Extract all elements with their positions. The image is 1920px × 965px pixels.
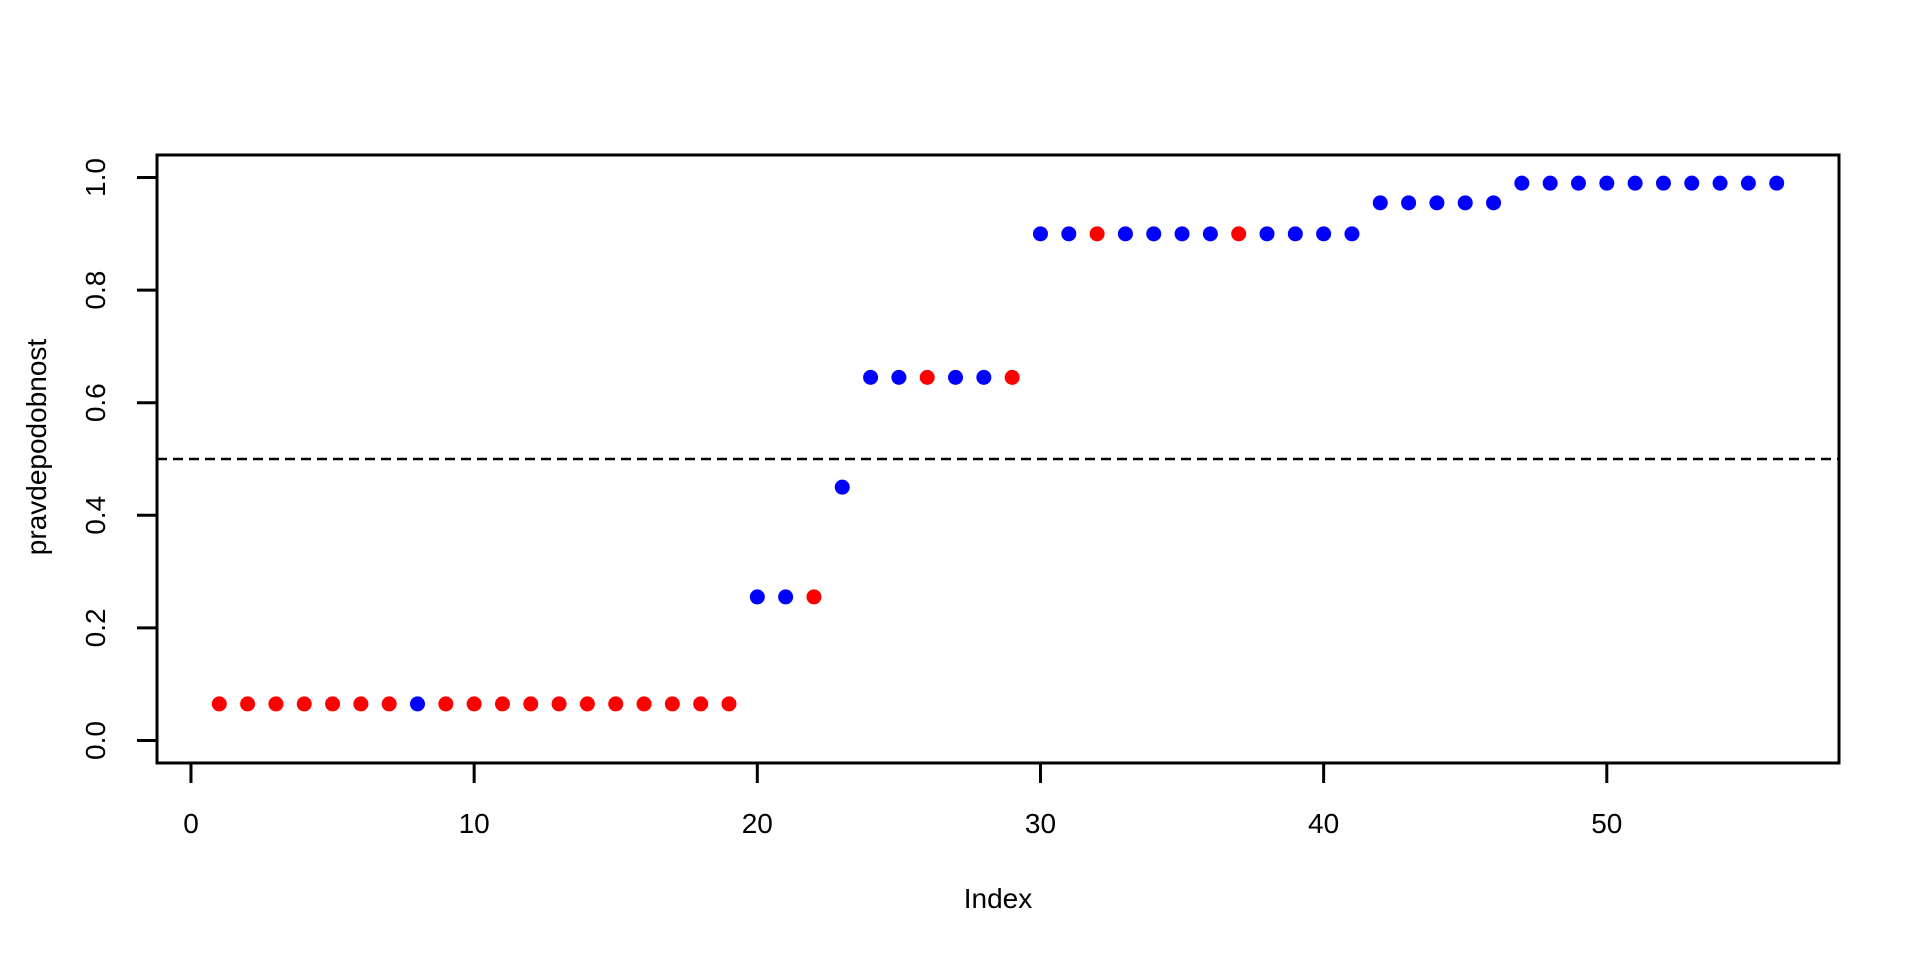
data-point — [693, 696, 709, 712]
y-tick-label: 0.4 — [80, 496, 111, 535]
data-point — [1542, 175, 1558, 191]
data-point — [1174, 226, 1190, 242]
data-point — [466, 696, 482, 712]
data-point — [1372, 195, 1388, 211]
axis-ticks: 0 10 20 30 40 50 0.0 0.2 0.4 0.6 0.8 1.0 — [80, 158, 1622, 839]
x-tick-label: 30 — [1025, 808, 1056, 839]
data-point — [1486, 195, 1502, 211]
data-point — [494, 696, 510, 712]
data-point — [948, 369, 964, 385]
x-tick-label: 50 — [1591, 808, 1622, 839]
data-points — [211, 175, 1785, 712]
data-point — [1202, 226, 1218, 242]
data-point — [410, 696, 426, 712]
data-point — [1627, 175, 1643, 191]
data-point — [1429, 195, 1445, 211]
data-point — [1061, 226, 1077, 242]
data-point — [579, 696, 595, 712]
y-tick-label: 0.8 — [80, 271, 111, 310]
data-point — [1287, 226, 1303, 242]
data-point — [1684, 175, 1700, 191]
data-point — [919, 369, 935, 385]
data-point — [1740, 175, 1756, 191]
y-tick-label: 0.6 — [80, 383, 111, 422]
x-tick-label: 20 — [742, 808, 773, 839]
data-point — [1231, 226, 1247, 242]
x-tick-label: 40 — [1308, 808, 1339, 839]
y-axis-title: pravdepodobnost — [21, 339, 52, 556]
data-point — [976, 369, 992, 385]
data-point — [749, 589, 765, 605]
data-point — [863, 369, 879, 385]
data-point — [806, 589, 822, 605]
data-point — [438, 696, 454, 712]
data-point — [1344, 226, 1360, 242]
y-tick-label: 0.0 — [80, 721, 111, 760]
data-point — [296, 696, 312, 712]
x-tick-label: 10 — [459, 808, 490, 839]
data-point — [778, 589, 794, 605]
data-point — [721, 696, 737, 712]
data-point — [353, 696, 369, 712]
data-point — [1146, 226, 1162, 242]
y-tick-label: 1.0 — [80, 158, 111, 197]
data-point — [1316, 226, 1332, 242]
data-point — [1514, 175, 1530, 191]
data-point — [325, 696, 341, 712]
data-point — [1004, 369, 1020, 385]
data-point — [240, 696, 256, 712]
data-point — [664, 696, 680, 712]
x-axis-title: Index — [964, 883, 1033, 914]
data-point — [1712, 175, 1728, 191]
data-point — [1769, 175, 1785, 191]
x-tick-label: 0 — [183, 808, 199, 839]
data-point — [636, 696, 652, 712]
y-tick-label: 0.2 — [80, 608, 111, 647]
data-point — [551, 696, 567, 712]
data-point — [523, 696, 539, 712]
data-point — [211, 696, 227, 712]
data-point — [891, 369, 907, 385]
data-point — [381, 696, 397, 712]
data-point — [1259, 226, 1275, 242]
data-point — [834, 479, 850, 495]
data-point — [1655, 175, 1671, 191]
data-point — [268, 696, 284, 712]
data-point — [1117, 226, 1133, 242]
data-point — [1089, 226, 1105, 242]
data-point — [1599, 175, 1615, 191]
data-point — [608, 696, 624, 712]
data-point — [1401, 195, 1417, 211]
data-point — [1032, 226, 1048, 242]
data-point — [1570, 175, 1586, 191]
data-point — [1457, 195, 1473, 211]
